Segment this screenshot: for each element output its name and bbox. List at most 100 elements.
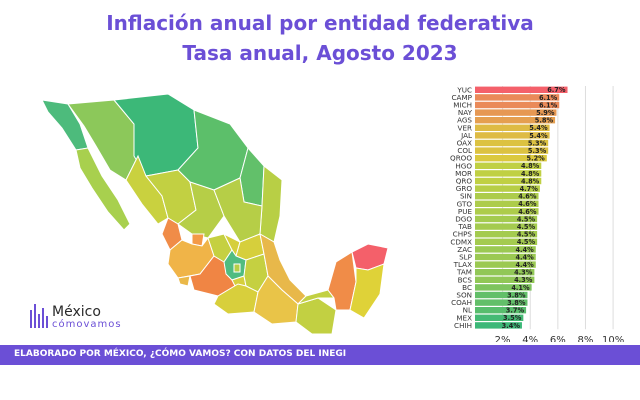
category-label: CDMX <box>450 237 472 246</box>
value-label: 5.4% <box>529 132 548 140</box>
bar <box>475 109 557 116</box>
inflation-bar-chart: 2% 4% 6% 8% 10% YUC 6.7% CAMP 6.1% MICH 6.1% NAY 5.9… <box>450 85 624 342</box>
category-label: NL <box>463 306 472 315</box>
value-label: 5.2% <box>527 155 546 163</box>
category-label: DGO <box>455 215 472 224</box>
value-label: 3.4% <box>502 322 521 330</box>
bar <box>475 177 542 185</box>
category-label: TLAX <box>453 260 472 269</box>
x-tick-label: 10% <box>602 335 624 342</box>
category-label: AGS <box>457 116 472 125</box>
map-state-cdmx <box>233 263 241 273</box>
value-label: 4.8% <box>521 177 540 185</box>
x-tick-label: 4% <box>522 335 538 342</box>
bar <box>475 231 538 238</box>
value-label: 6.1% <box>539 101 558 109</box>
value-label: 6.7% <box>547 86 566 94</box>
bar <box>475 314 524 321</box>
value-label: 4.7% <box>520 185 539 193</box>
value-label: 5.9% <box>536 109 555 117</box>
map-state-slp <box>213 177 263 243</box>
bar <box>475 132 550 139</box>
category-label: CHPS <box>453 230 473 239</box>
bar <box>475 215 538 223</box>
category-label: PUE <box>458 207 473 216</box>
bar <box>475 124 550 131</box>
bar <box>475 86 568 93</box>
category-label: COAH <box>451 298 472 307</box>
category-label: BC <box>462 283 472 292</box>
value-label: 4.5% <box>517 231 536 239</box>
category-label: JAL <box>460 131 472 140</box>
bar <box>475 246 536 253</box>
logo-bars-icon <box>30 304 48 328</box>
bar <box>475 155 547 162</box>
bar <box>475 193 539 200</box>
value-label: 3.8% <box>507 299 526 307</box>
bar <box>475 238 538 245</box>
bar <box>475 223 538 230</box>
bar <box>475 261 536 268</box>
bar <box>475 269 535 276</box>
category-label: COL <box>457 146 472 155</box>
bar <box>475 276 535 283</box>
chart-title: Inflación anual por entidad federativa <box>106 11 534 35</box>
value-label: 4.3% <box>514 276 533 284</box>
category-label: MOR <box>455 169 472 178</box>
value-label: 5.3% <box>528 139 547 147</box>
map-state-bcs <box>75 147 131 231</box>
category-label: SON <box>456 291 472 300</box>
category-label: BCS <box>458 275 473 284</box>
bar <box>475 101 560 109</box>
value-label: 4.6% <box>518 193 537 201</box>
category-label: CAMP <box>452 93 473 102</box>
x-tick-label: 6% <box>550 335 566 342</box>
category-label: MEX <box>456 313 472 322</box>
category-label: TAM <box>456 268 472 277</box>
value-label: 4.5% <box>517 238 536 246</box>
category-label: SIN <box>460 192 472 201</box>
source-footer-text: ELABORADO POR MÉXICO, ¿CÓMO VAMOS? CON D… <box>14 349 347 359</box>
value-label: 3.7% <box>506 307 525 315</box>
category-label: NAY <box>458 108 473 117</box>
value-label: 4.1% <box>511 284 530 292</box>
map-state-col <box>177 275 191 287</box>
bar <box>475 185 540 192</box>
bar <box>475 208 539 215</box>
bar <box>475 162 542 169</box>
bar <box>475 299 528 306</box>
mexico-como-vamos-logo: México cómovamos <box>30 298 140 334</box>
logo-tagline: cómovamos <box>52 319 122 330</box>
value-label: 4.4% <box>515 253 534 261</box>
map-state-chps <box>295 297 337 335</box>
bar <box>475 94 560 101</box>
value-label: 4.6% <box>518 208 537 216</box>
bar <box>475 253 536 261</box>
bar <box>475 117 556 124</box>
category-label: GRO <box>456 184 473 193</box>
value-label: 4.8% <box>521 162 540 170</box>
value-label: 3.8% <box>507 291 526 299</box>
value-label: 4.4% <box>515 246 534 254</box>
category-label: ZAC <box>457 245 472 254</box>
category-label: QROO <box>450 154 472 163</box>
logo-name: México <box>52 304 101 320</box>
value-label: 4.5% <box>517 223 536 231</box>
bar <box>475 170 542 177</box>
chart-subtitle: Tasa anual, Agosto 2023 <box>182 41 458 65</box>
category-label: HGO <box>455 161 472 170</box>
value-label: 4.3% <box>514 269 533 277</box>
bar <box>475 307 527 314</box>
value-label: 5.4% <box>529 124 548 132</box>
bar <box>475 200 539 207</box>
value-label: 5.8% <box>535 117 554 125</box>
bar <box>475 291 528 299</box>
category-label: TAB <box>457 222 472 231</box>
value-label: 4.5% <box>517 215 536 223</box>
bar <box>475 284 532 291</box>
map-state-qroo <box>349 263 385 319</box>
category-label: OAX <box>457 139 472 148</box>
category-label: YUC <box>456 85 472 94</box>
mexico-choropleth-map <box>41 93 389 335</box>
category-label: VER <box>458 123 472 132</box>
